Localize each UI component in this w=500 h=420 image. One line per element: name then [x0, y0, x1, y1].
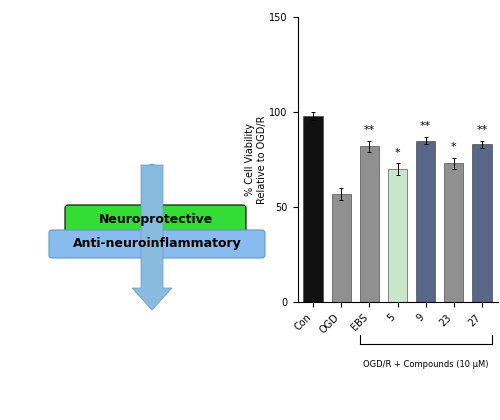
Text: *: * — [394, 148, 400, 158]
Bar — [472, 144, 492, 302]
Bar — [444, 163, 464, 302]
Bar — [388, 169, 407, 302]
Text: **: ** — [420, 121, 432, 131]
FancyBboxPatch shape — [65, 205, 246, 233]
Bar — [360, 146, 379, 302]
Text: *: * — [451, 142, 456, 152]
Text: Neuroprotective: Neuroprotective — [98, 213, 212, 226]
Bar — [332, 194, 350, 302]
Text: Anti-neuroinflammatory: Anti-neuroinflammatory — [72, 237, 241, 250]
Bar — [304, 116, 322, 302]
Text: **: ** — [364, 125, 375, 135]
FancyBboxPatch shape — [49, 230, 265, 258]
Bar — [416, 141, 435, 302]
FancyArrowPatch shape — [145, 168, 159, 298]
Text: OGD/R + Compounds (10 μM): OGD/R + Compounds (10 μM) — [363, 360, 488, 368]
Text: **: ** — [476, 125, 488, 135]
Y-axis label: % Cell Viability
Relative to OGD/R: % Cell Viability Relative to OGD/R — [245, 116, 266, 204]
FancyArrow shape — [132, 165, 172, 310]
